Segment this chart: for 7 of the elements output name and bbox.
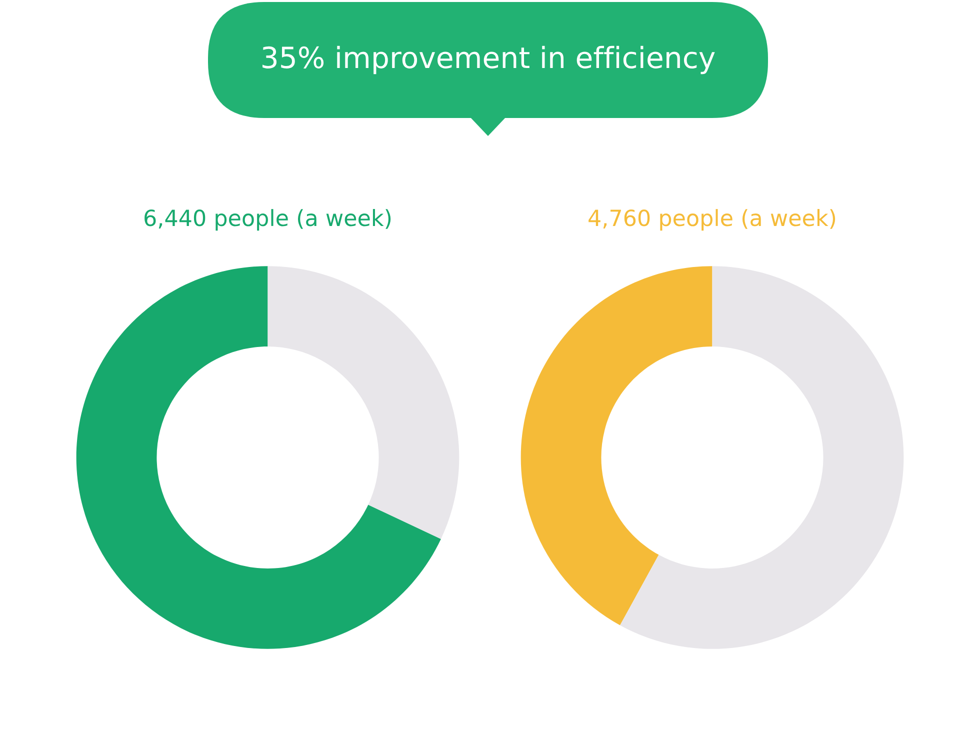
donut-slice (268, 266, 460, 540)
donut-slice (520, 266, 712, 626)
donut-slice (620, 266, 904, 649)
donut-slice (76, 266, 441, 649)
chart-title: 6,440 people (a week) (144, 209, 391, 231)
text: 35% improvement in efficiency (262, 46, 715, 74)
chart-title: 4,760 people (a week) (588, 209, 836, 231)
